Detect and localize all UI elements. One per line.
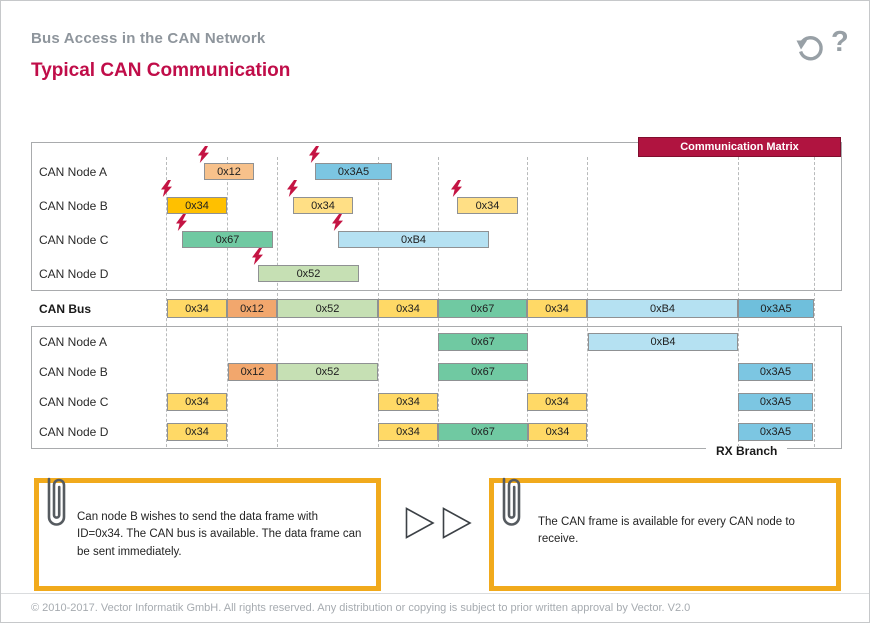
lightning-icon — [287, 180, 298, 197]
copyright-text: © 2010-2017. Vector Informatik GmbH. All… — [31, 602, 691, 614]
node-label-tx-b: CAN Node B — [39, 198, 108, 213]
node-label-tx-c: CAN Node C — [39, 232, 109, 247]
lightning-icon — [252, 248, 263, 265]
rx-section-box — [31, 326, 842, 449]
lightning-icon — [198, 146, 209, 163]
node-label-rx-b: CAN Node B — [39, 365, 108, 379]
can-frame-0x52: 0x52 — [277, 299, 378, 318]
help-icon[interactable]: ? — [831, 26, 849, 58]
can-frame-0x34: 0x34 — [457, 197, 518, 214]
can-frame-0x34: 0x34 — [378, 299, 438, 318]
rx-branch-label: RX Branch — [706, 444, 788, 458]
page-subtitle: Bus Access in the CAN Network — [31, 30, 266, 47]
can-frame-0x52: 0x52 — [277, 363, 378, 381]
note-box-left: Can node B wishes to send the data frame… — [34, 477, 381, 591]
can-frame-0x3A5: 0x3A5 — [315, 163, 392, 180]
can-frame-0x67: 0x67 — [438, 363, 528, 381]
lightning-icon — [309, 146, 320, 163]
can-frame-0x67: 0x67 — [438, 423, 528, 441]
can-frame-0x34: 0x34 — [293, 197, 353, 214]
node-label-rx-c: CAN Node C — [39, 395, 109, 409]
node-label-rx-d: CAN Node D — [39, 425, 109, 439]
can-frame-0x3A5: 0x3A5 — [738, 393, 813, 411]
can-frame-0x34: 0x34 — [378, 393, 438, 411]
can-frame-0x12: 0x12 — [227, 299, 277, 318]
next-arrow-icon — [405, 507, 435, 544]
node-label-tx-a: CAN Node A — [39, 164, 108, 179]
tx-section-box — [31, 142, 842, 291]
gridline — [814, 157, 815, 447]
lightning-icon — [161, 180, 172, 197]
lightning-icon — [332, 214, 343, 231]
can-frame-0x12: 0x12 — [228, 363, 277, 381]
can-frame-0x67: 0x67 — [182, 231, 273, 248]
paperclip-icon — [41, 472, 71, 543]
can-frame-0x34: 0x34 — [528, 423, 587, 441]
can-frame-0x34: 0x34 — [167, 197, 227, 214]
can-frame-0x12: 0x12 — [204, 163, 254, 180]
can-frame-0x34: 0x34 — [167, 393, 227, 411]
can-frame-0xB4: 0xB4 — [588, 333, 738, 351]
can-frame-0x34: 0x34 — [527, 299, 587, 318]
can-frame-0xB4: 0xB4 — [338, 231, 489, 248]
note-text-right: The CAN frame is available for every CAN… — [538, 516, 795, 546]
gridline — [166, 157, 167, 447]
page-title: Typical CAN Communication — [31, 60, 291, 81]
communication-matrix-badge: Communication Matrix — [638, 137, 841, 157]
can-bus-label: CAN Bus — [39, 301, 92, 316]
can-frame-0x52: 0x52 — [258, 265, 359, 282]
can-frame-0x34: 0x34 — [167, 299, 227, 318]
lightning-icon — [451, 180, 462, 197]
next-arrow-icon — [442, 507, 472, 544]
can-frame-0x3A5: 0x3A5 — [738, 363, 813, 381]
can-frame-0x34: 0x34 — [378, 423, 438, 441]
can-frame-0x34: 0x34 — [167, 423, 227, 441]
can-frame-0xB4: 0xB4 — [587, 299, 738, 318]
note-box-right: The CAN frame is available for every CAN… — [489, 477, 841, 591]
lightning-icon — [176, 214, 187, 231]
paperclip-icon — [496, 472, 526, 543]
can-frame-0x34: 0x34 — [527, 393, 587, 411]
can-frame-0x3A5: 0x3A5 — [738, 299, 814, 318]
can-frame-0x3A5: 0x3A5 — [738, 423, 813, 441]
can-frame-0x67: 0x67 — [438, 299, 527, 318]
node-label-tx-d: CAN Node D — [39, 266, 109, 281]
footer-divider — [1, 593, 869, 594]
node-label-rx-a: CAN Node A — [39, 335, 108, 349]
can-frame-0x67: 0x67 — [438, 333, 528, 351]
note-text-left: Can node B wishes to send the data frame… — [77, 511, 362, 558]
refresh-icon[interactable] — [796, 32, 826, 67]
